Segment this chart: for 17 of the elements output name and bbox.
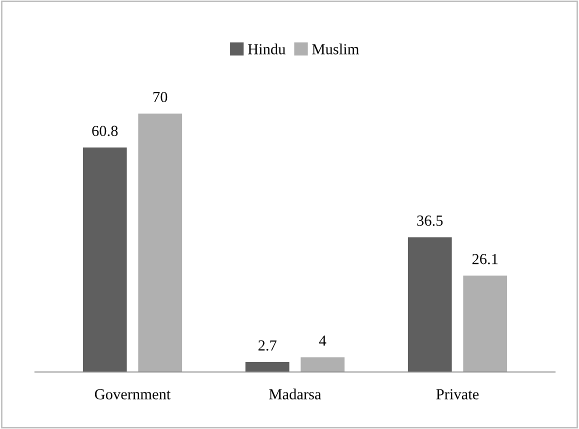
bar [300, 357, 345, 372]
data-label: 4 [319, 336, 326, 346]
data-label: 60.8 [92, 126, 118, 136]
data-label: 26.1 [472, 254, 498, 264]
legend-label: Hindu [248, 44, 286, 54]
bar [408, 237, 452, 372]
bar [138, 114, 182, 372]
bar [463, 276, 508, 372]
x-tick-label: Government [94, 389, 171, 400]
bar [82, 148, 127, 372]
bar [245, 362, 290, 372]
data-label: 36.5 [417, 216, 443, 226]
legend-label: Muslim [312, 44, 360, 54]
x-tick-label: Private [436, 389, 479, 400]
data-label: 70 [153, 92, 168, 102]
x-tick-label: Madarsa [269, 388, 322, 400]
data-label: 2.7 [258, 340, 276, 351]
